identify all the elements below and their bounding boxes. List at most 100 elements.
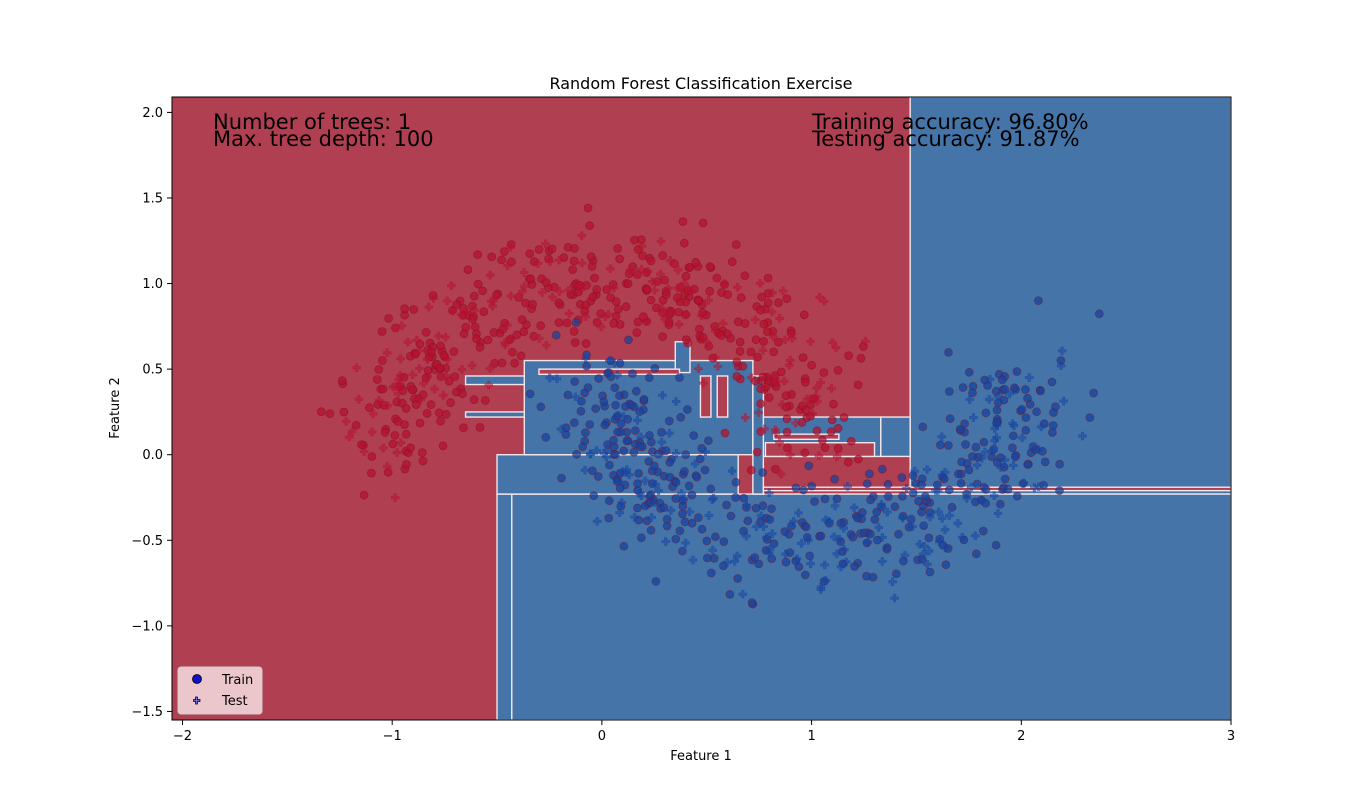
train-point-class1	[720, 538, 728, 546]
train-point-class0	[582, 340, 590, 348]
annotation-test-accuracy: Testing accuracy: 91.87%	[811, 127, 1080, 151]
train-point-class1	[688, 519, 696, 527]
train-point-class0	[385, 314, 393, 322]
train-point-class1	[636, 408, 644, 416]
train-point-class1	[817, 532, 825, 540]
legend-test-label: Test	[221, 694, 248, 709]
train-point-class1	[1009, 432, 1017, 440]
train-point-class1	[942, 561, 950, 569]
train-point-class1	[707, 485, 715, 493]
train-point-class0	[518, 316, 526, 324]
train-point-class0	[437, 342, 445, 350]
y-tick-label: 1.5	[142, 191, 163, 206]
train-point-class0	[631, 236, 639, 244]
train-point-class0	[820, 369, 828, 377]
train-point-class1	[1086, 414, 1094, 422]
train-point-class1	[1056, 487, 1064, 495]
train-point-class0	[752, 336, 760, 344]
train-point-class0	[783, 428, 791, 436]
train-point-class1	[681, 518, 689, 526]
train-point-class0	[840, 414, 848, 422]
decision-region-class1	[466, 412, 525, 417]
train-point-class1	[1037, 387, 1045, 395]
train-point-class1	[586, 421, 594, 429]
decision-region-class1	[910, 97, 1231, 494]
train-point-class1	[537, 403, 545, 411]
train-point-class0	[474, 251, 482, 259]
train-point-class1	[601, 421, 609, 429]
train-point-class0	[747, 348, 755, 356]
train-point-class1	[630, 448, 638, 456]
y-tick-label: −1.5	[131, 705, 163, 720]
train-point-class1	[956, 425, 964, 433]
train-point-class1	[665, 417, 673, 425]
train-point-class0	[367, 469, 375, 477]
train-point-class0	[754, 353, 762, 361]
train-point-class0	[674, 294, 682, 302]
train-point-class1	[616, 392, 624, 400]
train-point-class0	[775, 299, 783, 307]
train-point-class0	[401, 305, 409, 313]
train-point-class1	[647, 526, 655, 534]
train-point-class1	[853, 514, 861, 522]
train-point-class1	[620, 542, 628, 550]
train-point-class1	[948, 503, 956, 511]
train-point-class1	[1022, 426, 1030, 434]
train-point-class1	[635, 469, 643, 477]
train-point-class1	[611, 384, 619, 392]
train-point-class0	[428, 348, 436, 356]
train-point-class0	[402, 405, 410, 413]
train-point-class1	[577, 407, 585, 415]
train-point-class1	[579, 443, 587, 451]
train-point-class1	[526, 390, 534, 398]
train-point-class0	[783, 415, 791, 423]
train-point-class1	[799, 486, 807, 494]
train-point-class1	[808, 482, 816, 490]
train-point-class0	[427, 401, 435, 409]
train-point-class1	[849, 533, 857, 541]
train-point-class0	[834, 445, 842, 453]
train-point-class0	[737, 294, 745, 302]
chart-title: Random Forest Classification Exercise	[549, 74, 852, 93]
train-point-class0	[821, 444, 829, 452]
train-point-class1	[795, 563, 803, 571]
train-point-class1	[693, 473, 701, 481]
train-point-class0	[782, 392, 790, 400]
train-point-class0	[584, 204, 592, 212]
train-point-class1	[631, 427, 639, 435]
train-point-class1	[998, 376, 1006, 384]
train-point-class0	[548, 245, 556, 253]
train-point-class0	[830, 400, 838, 408]
train-point-class0	[469, 315, 477, 323]
train-point-class0	[624, 280, 632, 288]
x-tick-label: 2	[1017, 729, 1025, 744]
train-point-class1	[869, 573, 877, 581]
train-point-class0	[799, 354, 807, 362]
train-point-class1	[918, 508, 926, 516]
train-point-class1	[782, 558, 790, 566]
train-point-class0	[542, 279, 550, 287]
train-point-class1	[907, 515, 915, 523]
train-point-class1	[584, 384, 592, 392]
train-point-class0	[373, 376, 381, 384]
train-point-class1	[957, 479, 965, 487]
train-point-class0	[610, 319, 618, 327]
train-point-class0	[765, 394, 773, 402]
y-tick-label: −1.0	[131, 619, 163, 634]
train-point-class0	[422, 328, 430, 336]
train-point-class1	[680, 467, 688, 475]
train-point-class1	[698, 525, 706, 533]
train-point-class0	[439, 442, 447, 450]
train-point-class1	[919, 423, 927, 431]
decision-region-class1	[512, 494, 1231, 720]
train-point-class1	[884, 480, 892, 488]
train-point-class0	[834, 424, 842, 432]
train-point-class1	[1048, 378, 1056, 386]
train-point-class1	[982, 409, 990, 417]
train-point-class1	[945, 388, 953, 396]
train-point-class1	[996, 500, 1004, 508]
train-point-class1	[954, 470, 962, 478]
train-point-class1	[590, 492, 598, 500]
train-point-class0	[759, 373, 767, 381]
train-point-class0	[732, 241, 740, 249]
